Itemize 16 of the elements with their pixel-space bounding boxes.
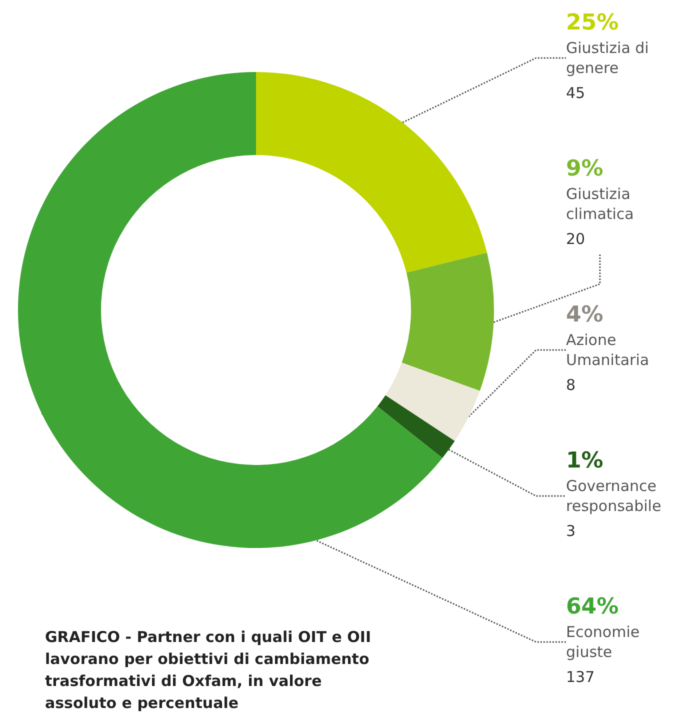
text: 25% bbox=[566, 10, 619, 36]
text: 1% bbox=[566, 448, 604, 474]
text: 64% bbox=[566, 594, 619, 620]
slice-label: Giustizia climatica bbox=[566, 185, 634, 223]
data-label: 137 bbox=[566, 668, 595, 686]
text: GRAFICO - Partner con i quali OIT e OII lavorano per obiettivi di cambiamento trasformativi di Oxfam, in valore assoluto e percentuale bbox=[45, 627, 372, 714]
data-label: 20 bbox=[566, 230, 586, 248]
slice-label: Economie giuste bbox=[566, 623, 640, 661]
text: 9% bbox=[566, 156, 604, 182]
data-label: 8 bbox=[566, 376, 576, 394]
slice-label: Azione Umanitaria bbox=[566, 331, 650, 369]
slice-label: Governance responsabile bbox=[566, 477, 662, 515]
text: 4% bbox=[566, 302, 604, 328]
data-label: 3 bbox=[566, 522, 576, 540]
slice-label: Giustizia di genere bbox=[566, 39, 649, 77]
data-label: 45 bbox=[566, 84, 586, 102]
